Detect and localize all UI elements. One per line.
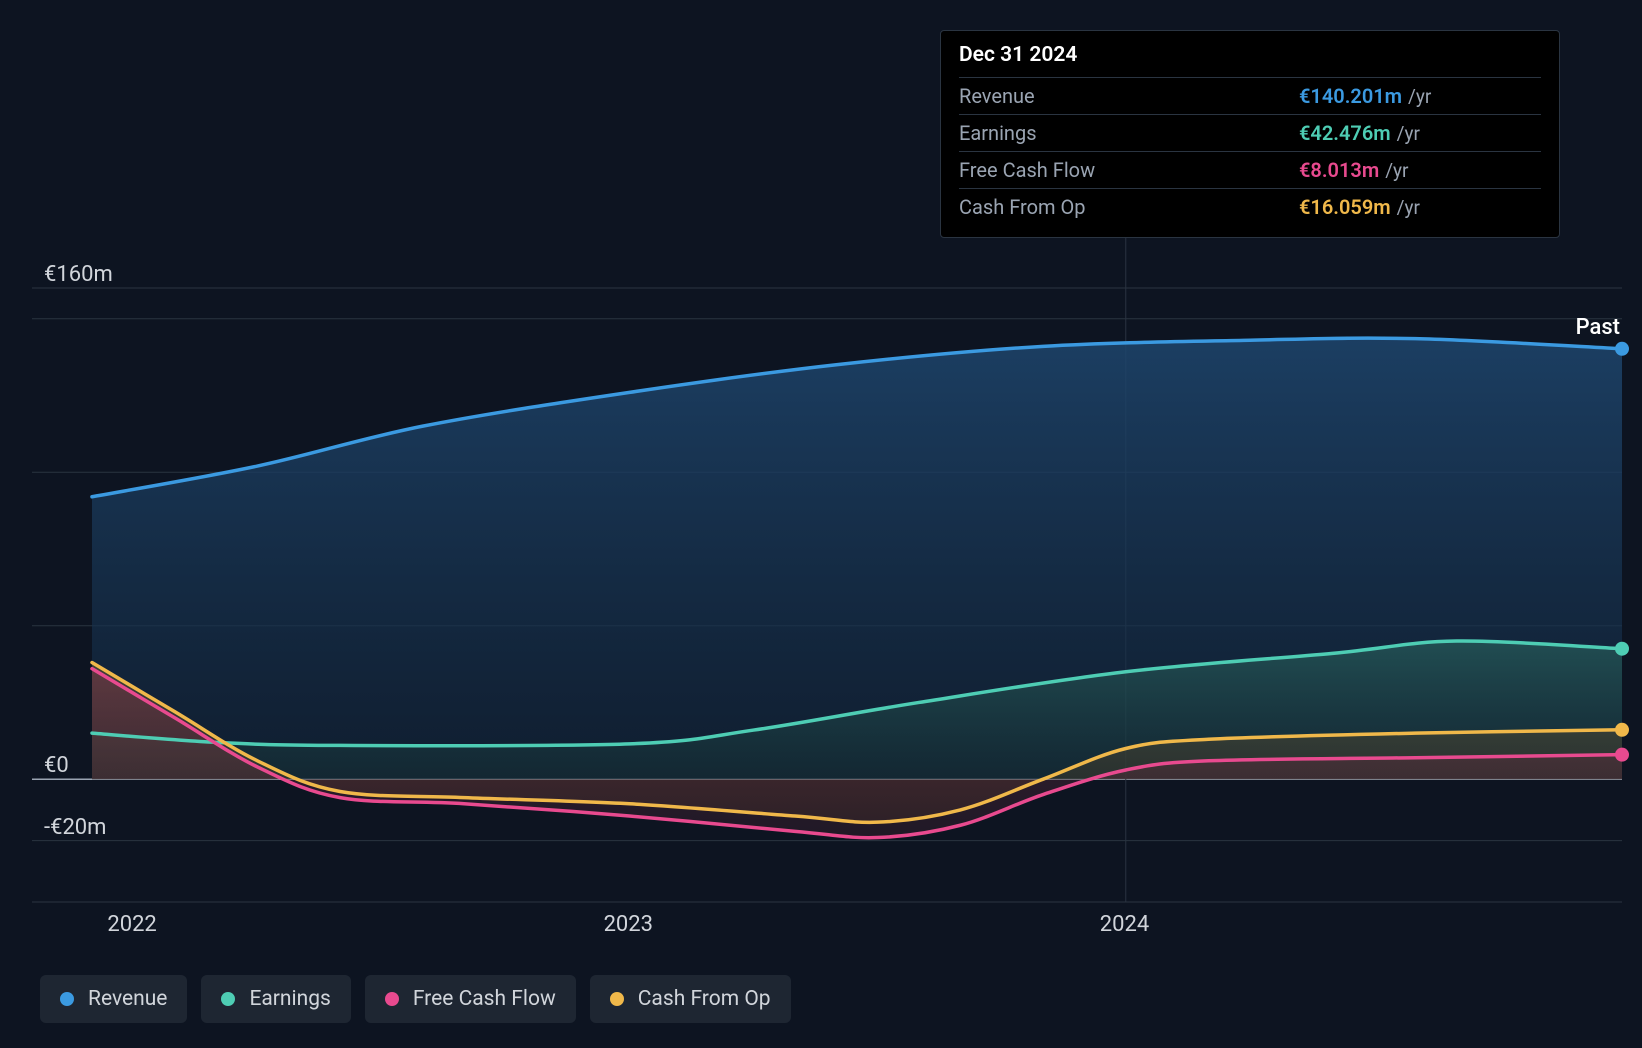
tooltip-row-value: €140.201m [1299,84,1402,108]
legend-dot-icon [385,992,399,1006]
y-axis-label: €0 [44,753,69,778]
tooltip: Dec 31 2024Revenue€140.201m/yrEarnings€4… [940,30,1560,238]
tooltip-row-unit: /yr [1408,85,1431,108]
y-axis-label: -€20m [44,815,106,840]
tooltip-row: Revenue€140.201m/yr [959,78,1541,115]
tooltip-row: Cash From Op€16.059m/yr [959,189,1541,225]
tooltip-date: Dec 31 2024 [959,43,1541,78]
tooltip-row-label: Free Cash Flow [959,158,1299,182]
legend-item-label: Earnings [249,987,330,1011]
tooltip-row: Free Cash Flow€8.013m/yr [959,152,1541,189]
x-axis-label: 2024 [1100,912,1149,937]
legend: Revenue Earnings Free Cash Flow Cash From O… [40,975,791,1023]
legend-item[interactable]: Earnings [201,975,350,1023]
tooltip-row-unit: /yr [1385,159,1408,182]
y-axis-label: €160m [44,262,113,287]
legend-item-label: Revenue [88,987,167,1011]
tooltip-row-label: Earnings [959,121,1299,145]
x-axis-label: 2023 [604,912,653,937]
past-label: Past [1576,315,1620,340]
tooltip-row-unit: /yr [1397,122,1420,145]
legend-dot-icon [221,992,235,1006]
tooltip-row: Earnings€42.476m/yr [959,115,1541,152]
legend-item[interactable]: Revenue [40,975,187,1023]
series-end-marker-cash_from_op [1615,723,1629,737]
legend-dot-icon [60,992,74,1006]
series-end-marker-revenue [1615,342,1629,356]
series-end-marker-earnings [1615,642,1629,656]
legend-item-label: Cash From Op [638,987,771,1011]
series-end-marker-fcf [1615,748,1629,762]
tooltip-row-value: €8.013m [1299,158,1379,182]
tooltip-row-label: Cash From Op [959,195,1299,219]
tooltip-row-value: €42.476m [1299,121,1391,145]
legend-dot-icon [610,992,624,1006]
tooltip-row-unit: /yr [1397,196,1420,219]
x-axis-label: 2022 [107,912,156,937]
tooltip-row-value: €16.059m [1299,195,1391,219]
legend-item[interactable]: Free Cash Flow [365,975,576,1023]
legend-item[interactable]: Cash From Op [590,975,791,1023]
legend-item-label: Free Cash Flow [413,987,556,1011]
tooltip-row-label: Revenue [959,84,1299,108]
